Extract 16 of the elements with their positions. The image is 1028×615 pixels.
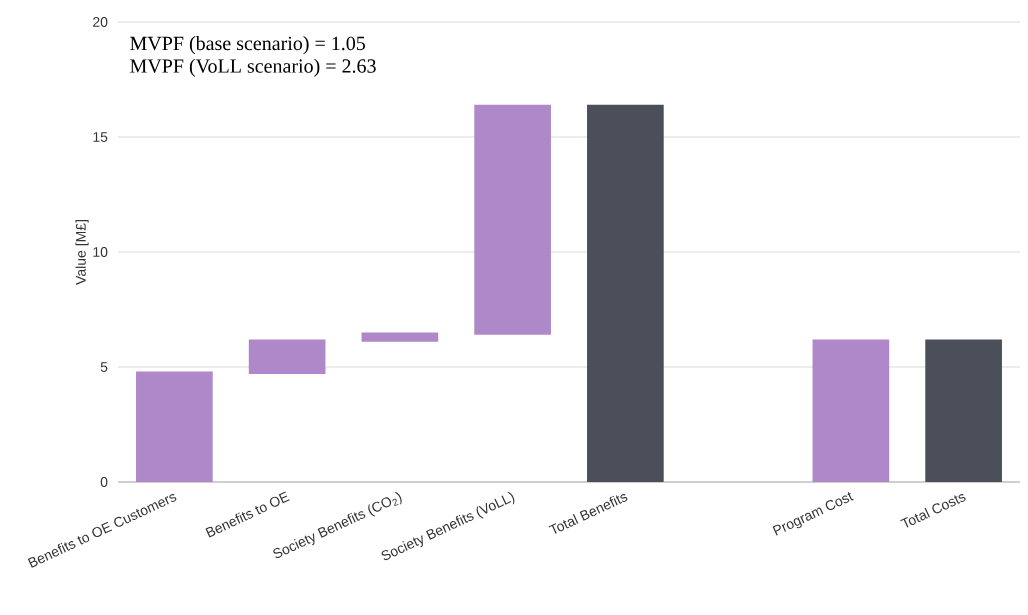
annotation: MVPF (VoLL scenario) = 2.63 [130, 58, 376, 77]
bar [587, 104, 664, 482]
bar [361, 332, 439, 342]
y-tick-label: 5 [100, 362, 108, 372]
bar [812, 339, 890, 482]
x-tick-label: Total Costs [900, 494, 966, 528]
bar [136, 371, 213, 482]
annotation: MVPF (base scenario) = 1.05 [130, 36, 365, 55]
bar [925, 339, 1002, 482]
y-tick-label: 20 [93, 17, 108, 27]
bar [248, 339, 326, 374]
y-axis-title: Value [M£] [75, 220, 89, 285]
y-tick-label: 10 [93, 247, 108, 257]
y-tick-label: 0 [100, 477, 108, 487]
y-tick-label: 15 [93, 132, 108, 142]
bar [474, 104, 551, 335]
